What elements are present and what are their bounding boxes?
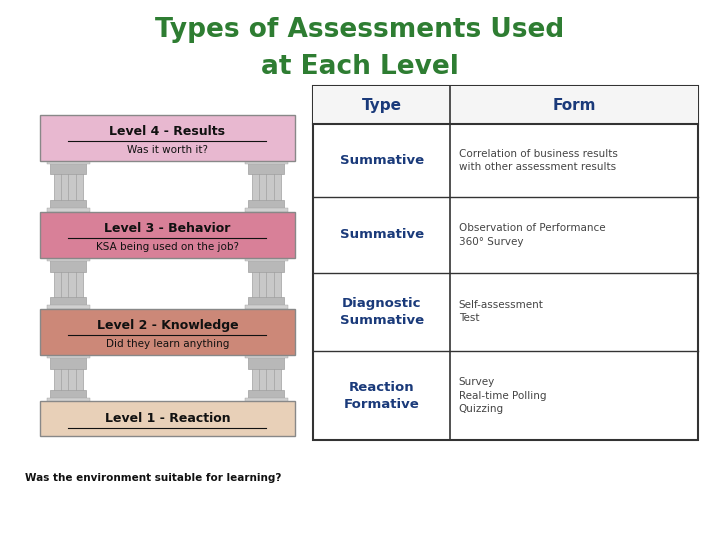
Bar — [54, 365, 83, 391]
Bar — [40, 115, 295, 160]
Bar — [47, 305, 90, 309]
Text: Observation of Performance
360° Survey: Observation of Performance 360° Survey — [459, 224, 606, 246]
Text: Reaction
Formative: Reaction Formative — [343, 381, 420, 410]
Bar — [248, 200, 284, 210]
Bar — [313, 86, 698, 440]
Bar — [40, 212, 295, 258]
Text: KSA being used on the job?: KSA being used on the job? — [96, 242, 239, 252]
Bar — [50, 297, 86, 307]
Bar — [245, 256, 288, 261]
Bar — [54, 171, 83, 201]
Text: Was it worth it?: Was it worth it? — [127, 145, 208, 154]
Bar — [248, 163, 284, 174]
Bar — [252, 268, 281, 298]
Bar — [245, 159, 288, 164]
Text: Self-assessment
Test: Self-assessment Test — [459, 300, 544, 323]
Text: Summative: Summative — [340, 154, 423, 167]
Bar — [50, 260, 86, 272]
Text: Summative: Summative — [340, 228, 423, 241]
Text: Form: Form — [552, 98, 596, 113]
Text: Survey
Real-time Polling
Quizzing: Survey Real-time Polling Quizzing — [459, 377, 546, 414]
Bar — [245, 354, 288, 358]
Text: Level 3 - Behavior: Level 3 - Behavior — [104, 222, 230, 235]
Text: Level 1 - Reaction: Level 1 - Reaction — [104, 412, 230, 425]
Text: Did they learn anything: Did they learn anything — [106, 339, 229, 349]
Text: Type: Type — [361, 98, 402, 113]
Text: Correlation of business results
with other assessment results: Correlation of business results with oth… — [459, 149, 618, 172]
Bar — [54, 268, 83, 298]
Bar — [50, 390, 86, 400]
Bar — [252, 171, 281, 201]
Bar — [47, 354, 90, 358]
Bar — [50, 357, 86, 369]
Bar — [248, 260, 284, 272]
Bar — [245, 208, 288, 212]
Text: Diagnostic
Summative: Diagnostic Summative — [340, 297, 423, 327]
Bar — [47, 256, 90, 261]
Text: Types of Assessments Used: Types of Assessments Used — [156, 17, 564, 43]
Bar — [40, 309, 295, 355]
Text: Level 2 - Knowledge: Level 2 - Knowledge — [96, 319, 238, 332]
Bar — [313, 86, 698, 124]
Bar — [248, 390, 284, 400]
Bar — [50, 163, 86, 174]
Text: Level 4 - Results: Level 4 - Results — [109, 125, 225, 138]
Bar — [248, 357, 284, 369]
Bar — [40, 401, 295, 436]
Bar — [248, 297, 284, 307]
Bar — [47, 159, 90, 164]
Text: Was the environment suitable for learning?: Was the environment suitable for learnin… — [24, 473, 282, 483]
Bar — [47, 208, 90, 212]
Bar — [245, 305, 288, 309]
Bar — [50, 200, 86, 210]
Bar — [252, 365, 281, 391]
Text: at Each Level: at Each Level — [261, 55, 459, 80]
Bar — [47, 398, 90, 402]
Bar — [245, 398, 288, 402]
